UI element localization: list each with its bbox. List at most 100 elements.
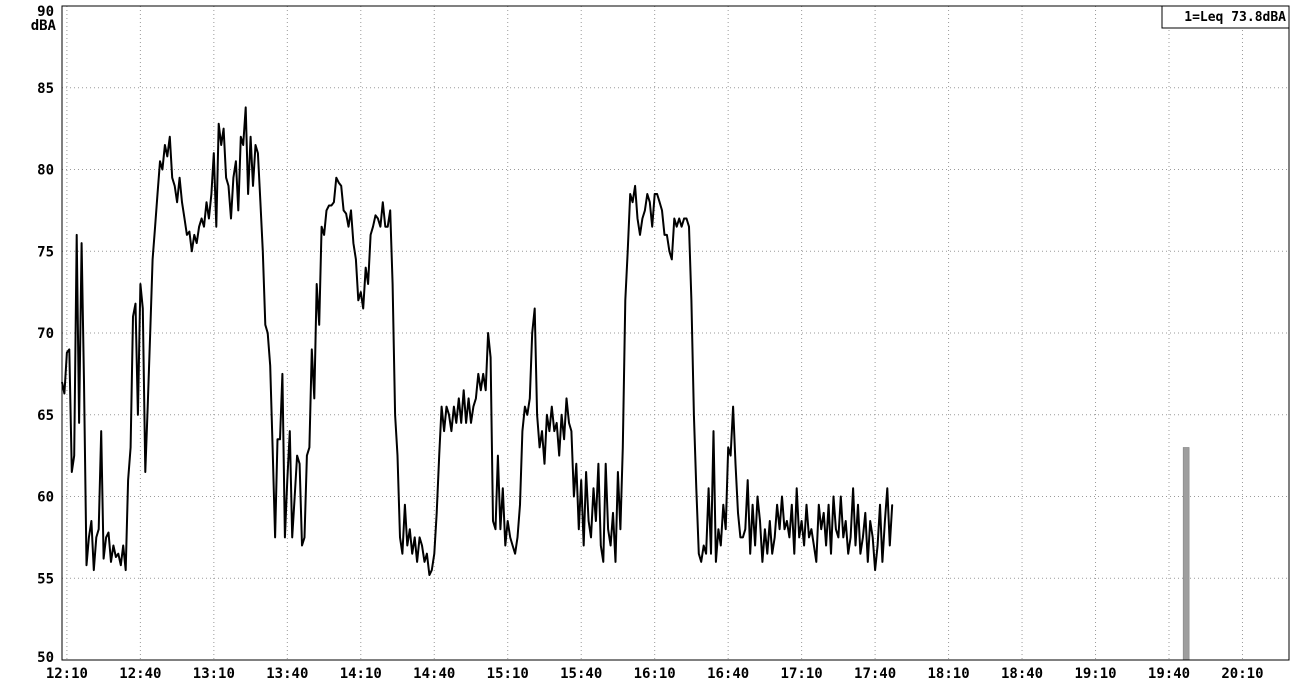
data-point [147,406,149,408]
x-tick-label: 15:40 [560,666,602,682]
data-point [235,160,237,162]
x-tick-label: 13:10 [193,666,235,682]
data-point [708,487,710,489]
data-point [227,185,230,187]
data-point [416,561,418,563]
data-point [752,504,754,506]
data-point [629,193,631,195]
data-point [739,536,742,539]
data-point [703,544,705,547]
data-point [685,217,688,220]
data-point [223,128,225,130]
data-point [281,373,283,375]
data-point [137,414,139,416]
data-point [171,177,173,179]
data-point [468,397,470,399]
data-point [338,182,340,184]
data-point [379,226,381,228]
data-point [607,528,609,530]
data-point [521,430,524,432]
data-point [472,406,474,408]
data-point [458,397,460,399]
data-point [661,209,663,211]
data-point [859,553,862,555]
data-point [534,307,536,310]
data-point [578,528,580,530]
data-point [475,397,477,399]
data-point [401,553,403,555]
data-point [198,226,200,228]
time-marker-bar [1182,447,1190,661]
y-tick-label: 70 [37,326,54,342]
data-point [374,214,377,216]
data-point [318,324,320,326]
data-point [330,204,332,207]
data-point [205,201,208,203]
data-point [264,324,266,326]
data-point [286,479,288,481]
data-point [722,504,724,506]
data-point [879,504,881,506]
data-point [396,455,399,457]
y-tick-label: 60 [37,490,54,506]
data-point [828,504,830,506]
data-point [805,504,808,506]
data-point [551,406,553,408]
data-point [881,561,884,563]
data-point [347,226,350,228]
data-point [485,389,487,391]
data-point [891,504,893,506]
data-point [411,553,413,555]
data-point [720,544,722,547]
data-point [877,544,879,547]
data-point [289,430,291,432]
data-point [869,520,871,522]
y-axis-ticks: 90 85 80 75 70 65 60 55 50 [37,4,54,666]
data-point [818,504,820,506]
data-point [487,332,489,334]
data-point [568,422,570,424]
data-point [438,455,440,457]
data-point [73,455,75,457]
data-point [864,512,866,514]
series-line [61,106,894,576]
data-point [404,504,406,506]
data-point [761,561,764,563]
data-point [186,234,188,236]
data-point [482,373,484,375]
data-point [306,455,308,457]
data-point [384,226,386,228]
data-point [717,528,720,530]
data-point [874,569,876,571]
data-point [590,536,592,539]
data-point [166,155,168,157]
data-point [149,332,151,334]
data-point [335,177,337,179]
data-point [409,528,411,530]
data-point [813,544,815,547]
data-point [460,422,462,424]
data-point [570,430,573,432]
data-point [76,234,78,236]
data-point [830,553,832,555]
data-point [651,226,653,228]
data-point [715,561,717,563]
data-point [276,438,279,440]
data-point [311,348,313,350]
data-point [154,226,156,228]
data-point [791,504,793,506]
data-point [323,234,325,236]
data-point [644,209,646,211]
x-tick-label: 12:40 [119,666,161,682]
data-point [382,201,384,203]
data-point [453,406,455,408]
data-point [840,495,842,498]
data-point [122,544,124,547]
data-point [705,553,707,555]
data-point [423,561,426,563]
data-point [269,365,271,367]
data-point [85,564,88,566]
data-point [345,213,347,215]
data-point [183,217,186,220]
data-point [301,544,303,547]
